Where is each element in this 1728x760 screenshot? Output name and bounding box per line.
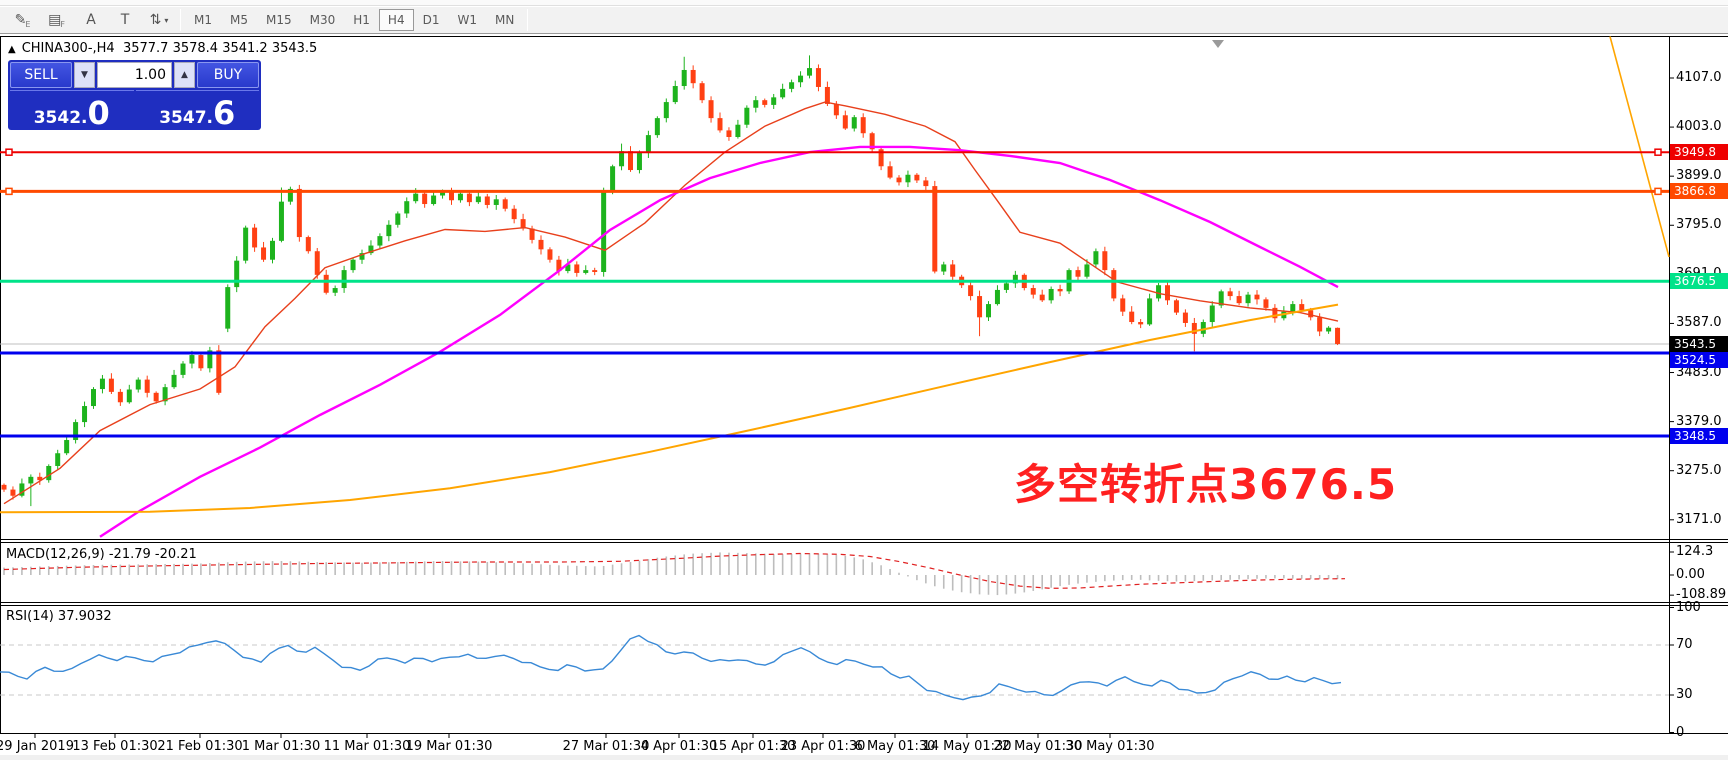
price-axis-label: 4003.0 <box>1676 119 1722 135</box>
price-tag-3348.5: 3348.5 <box>1670 428 1728 444</box>
chart-annotation-text: 多空转折点3676.5 <box>1014 460 1398 509</box>
buy-price-big-digit: 6 <box>213 93 236 132</box>
cycle-lines-icon[interactable]: ⇅ ▾ <box>149 12 169 28</box>
rsi-axis-label: 0 <box>1676 724 1685 740</box>
price-tag-3543.5: 3543.5 <box>1670 335 1728 352</box>
symbol-period-label: CHINA300-,H4 <box>21 41 115 56</box>
macd-axis-label: 124.3 <box>1676 544 1714 559</box>
date-axis-label: 14 May 01:30 <box>922 739 1012 754</box>
toolbar: ✎ E ▤ F A T ⇅ ▾ M1 M5 M15 M30 H1 H4 D1 W1 MN <box>0 7 1728 34</box>
sell-price-big-digit: 0 <box>87 93 110 132</box>
date-axis-label: 27 Mar 01:30 <box>562 739 650 754</box>
price-tag-3676.5: 3676.5 <box>1670 273 1728 290</box>
price-axis-label: 3587.0 <box>1676 315 1722 331</box>
ma-long-orange-line <box>0 303 1339 514</box>
axis-ticks <box>34 77 1674 738</box>
price-tag-3949.8: 3949.8 <box>1670 144 1728 161</box>
price-axis-label: 4107.0 <box>1676 70 1722 85</box>
text-icon[interactable]: A <box>86 12 96 28</box>
timeframe-button-h1[interactable]: H1 <box>353 13 370 27</box>
panel-borders <box>0 36 1728 760</box>
price-axis-label: 3483.0 <box>1676 364 1722 380</box>
rsi-axis-label: 30 <box>1676 687 1693 702</box>
price-axis-label: 3171.0 <box>1676 511 1722 527</box>
sell-button[interactable]: SELL <box>10 62 72 88</box>
date-axis-label: 13 Feb 01:30 <box>72 739 158 754</box>
macd-axis-label: -108.89 <box>1676 587 1727 603</box>
macd-axis-label: 0.00 <box>1676 567 1705 582</box>
candlestick-series <box>1 55 1341 507</box>
date-axis-label: 4 Apr 01:30 <box>640 739 718 754</box>
rsi-axis-label: 70 <box>1676 637 1693 652</box>
ma-slow-magenta-line <box>99 145 1339 538</box>
text-label-icon[interactable]: T <box>120 12 130 28</box>
date-axis-label: 19 Mar 01:30 <box>405 739 493 754</box>
date-axis-label: 30 May 01:30 <box>1065 739 1155 754</box>
toolbar-separator <box>180 9 181 31</box>
volume-input[interactable]: 1.00 <box>97 62 172 88</box>
ohlc-values: 3577.7 3578.4 3541.2 3543.5 <box>122 41 318 56</box>
timeframe-button-m30[interactable]: M30 <box>309 13 336 27</box>
price-tag-3866.8: 3866.8 <box>1670 183 1728 200</box>
buy-button[interactable]: BUY <box>197 62 259 88</box>
date-axis-label: 23 Apr 01:30 <box>780 739 866 754</box>
sell-price-small: 3542. <box>33 108 88 128</box>
toolbar-separator <box>527 9 529 31</box>
orange-trendline <box>1609 36 1670 258</box>
window-top-strip <box>0 0 1728 6</box>
date-axis-label: 11 Mar 01:30 <box>323 739 411 754</box>
price-axis-label: 3899.0 <box>1676 168 1722 184</box>
timeframe-button-w1[interactable]: W1 <box>457 13 477 27</box>
buy-price-display[interactable]: 3547. 6 <box>135 90 259 132</box>
macd-histogram <box>3 552 1339 596</box>
price-axis-label: 3379.0 <box>1676 413 1722 429</box>
price-axis-label: 3795.0 <box>1676 217 1722 233</box>
volume-increase-button[interactable]: ▲ <box>174 62 195 88</box>
one-click-trade-panel: SELL ▼ 1.00 ▲ BUY 3542. 0 3547. 6 <box>8 60 261 130</box>
timeframe-button-m5[interactable]: M5 <box>230 13 248 27</box>
date-axis-label: 29 Jan 2019 <box>0 739 74 754</box>
chart-title: ▲ CHINA300-,H4 3577.7 3578.4 3541.2 3543.… <box>8 41 317 56</box>
ma-fast-red-line <box>3 101 1339 505</box>
grid-icon[interactable]: ▤ F <box>48 12 65 29</box>
date-axis-label: 15 Apr 01:30 <box>710 739 796 754</box>
horizontal-lines[interactable] <box>0 148 1669 438</box>
macd-label: MACD(12,26,9) -21.79 -20.21 <box>6 547 197 562</box>
price-axis-label: 3275.0 <box>1676 462 1722 478</box>
volume-decrease-button[interactable]: ▼ <box>74 62 95 88</box>
timeframe-button-mn[interactable]: MN <box>494 13 515 27</box>
rsi-line <box>0 634 1342 701</box>
timeframe-button-m1[interactable]: M1 <box>194 13 212 27</box>
date-axis-label: 22 May 01:30 <box>993 739 1083 754</box>
macd-signal-line <box>3 552 1346 589</box>
chart-shift-marker-icon[interactable] <box>1212 40 1224 48</box>
price-tag-3524.5: 3524.5 <box>1670 351 1728 368</box>
collapse-triangle-icon[interactable]: ▲ <box>8 44 16 55</box>
date-axis-label: 21 Feb 01:30 <box>157 739 243 754</box>
sell-price-display[interactable]: 3542. 0 <box>10 90 134 130</box>
timeframe-button-h4[interactable]: H4 <box>378 9 414 31</box>
date-axis-label: 6 May 01:30 <box>854 739 936 754</box>
timeframe-button-m15[interactable]: M15 <box>266 13 292 27</box>
rsi-axis-label: 100 <box>1676 599 1701 615</box>
line-studies-icon[interactable]: ✎ E <box>14 12 31 29</box>
date-axis-label: 1 Mar 01:30 <box>241 739 321 754</box>
timeframe-button-d1[interactable]: D1 <box>422 13 440 27</box>
rsi-label: RSI(14) 37.9032 <box>6 609 112 624</box>
buy-price-small: 3547. <box>159 108 213 128</box>
